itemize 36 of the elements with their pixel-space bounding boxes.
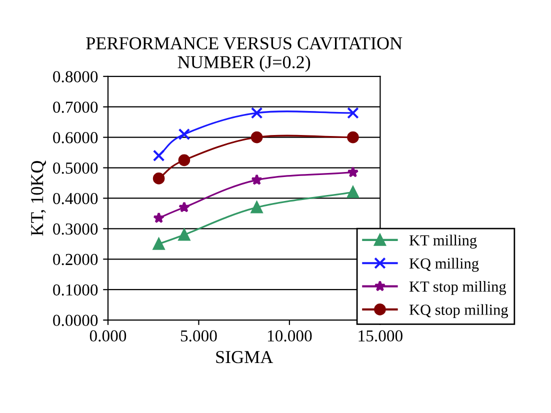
x-axis-title: SIGMA	[216, 351, 274, 364]
y-tick-label: 0.4000	[53, 192, 98, 204]
point	[250, 201, 263, 214]
point	[250, 131, 263, 144]
x-tick-label: 15.000	[358, 330, 402, 342]
point	[178, 228, 190, 241]
point	[250, 107, 263, 119]
legend-label: KQ milling	[409, 258, 479, 272]
point	[251, 174, 262, 185]
legend-label: KQ stop milling	[409, 304, 508, 318]
point	[178, 128, 190, 140]
y-tick-label: 0.2000	[53, 254, 98, 266]
point	[178, 201, 190, 212]
point	[152, 238, 165, 250]
y-tick-label: 0.5000	[53, 162, 98, 174]
point	[347, 131, 359, 144]
y-axis-title: KT, 10KQ	[31, 160, 46, 236]
point	[152, 150, 165, 162]
point	[153, 212, 164, 224]
y-tick-label: 0.6000	[53, 132, 98, 144]
y-tick-label: 0.3000	[53, 223, 98, 235]
y-tick-label: 0.8000	[53, 71, 98, 82]
x-tick-label: 0.000	[90, 330, 126, 342]
y-tick-label: 0.1000	[53, 284, 98, 296]
point	[152, 172, 165, 184]
legend-label: KT stop milling	[409, 281, 506, 295]
y-tick-label: 0.0000	[53, 314, 98, 326]
y-tick-label: 0.7000	[53, 102, 98, 113]
point	[347, 186, 359, 198]
x-tick-label: 10.000	[268, 330, 312, 342]
point	[178, 154, 190, 166]
point	[347, 166, 359, 178]
legend-label: KT milling	[409, 234, 477, 249]
x-tick-label: 5.000	[180, 330, 217, 342]
chart-title: PERFORMANCE VERSUS CAVITATION NUMBER (J=0.2)	[86, 37, 402, 72]
point	[347, 107, 359, 119]
